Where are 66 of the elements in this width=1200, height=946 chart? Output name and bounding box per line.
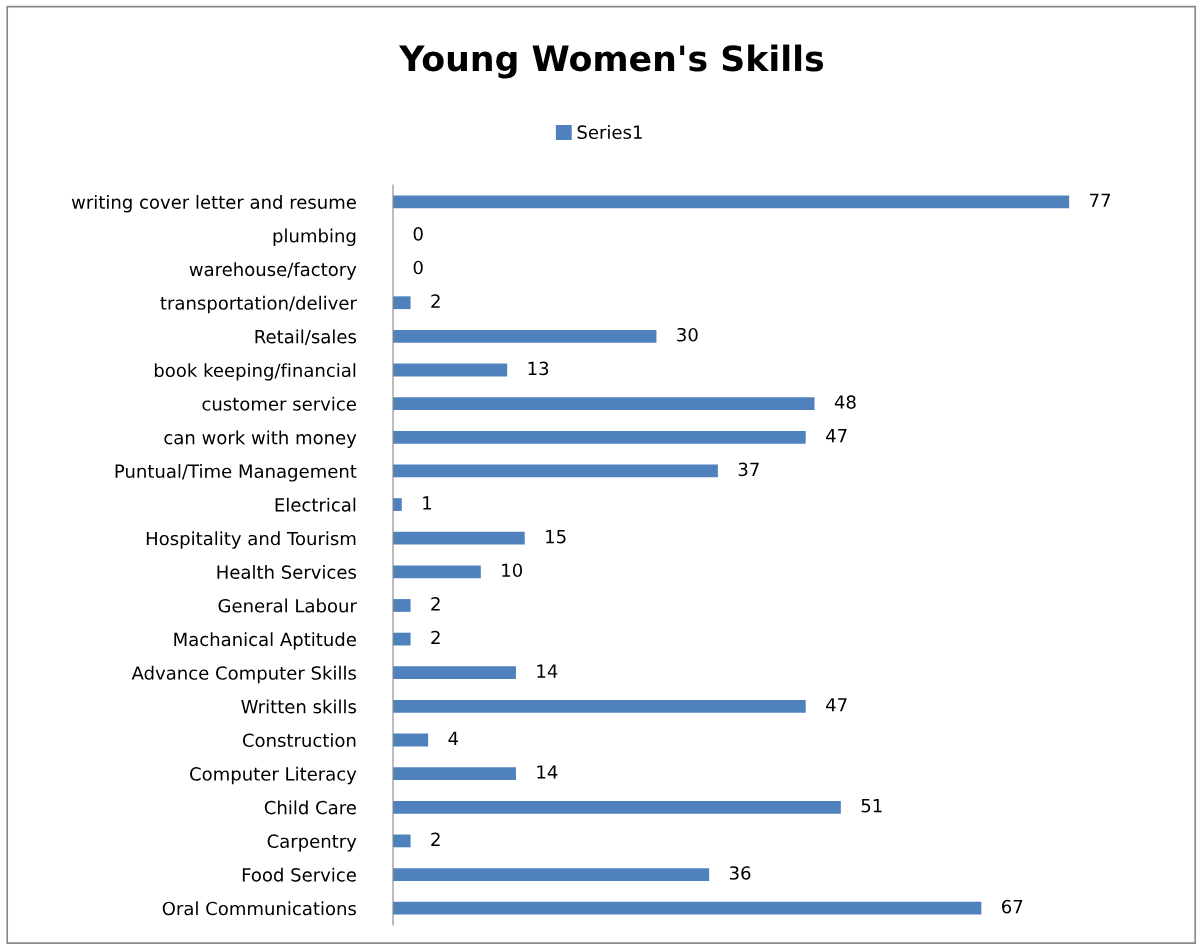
y-tick-label: book keeping/financial: [154, 363, 356, 381]
y-tick-label: Food Service: [242, 867, 356, 882]
bar: [393, 632, 411, 646]
y-tick-label: can work with money: [164, 430, 357, 448]
data-label: 10: [502, 563, 523, 578]
data-label: 0: [413, 227, 423, 241]
data-label: 51: [861, 799, 882, 813]
bar: [393, 666, 516, 680]
bar: [393, 599, 411, 612]
y-tick-label: Advance Computer Skills: [131, 665, 357, 684]
data-label: 47: [826, 698, 847, 712]
bar: [393, 464, 718, 478]
data-label: 15: [546, 530, 566, 544]
legend-label: Series1: [577, 125, 642, 140]
bar: [393, 397, 815, 411]
bar: [393, 901, 982, 915]
data-label: 13: [528, 361, 549, 376]
chart-title: Young Women's Skills: [398, 44, 824, 79]
data-label: 48: [834, 395, 856, 409]
y-tick-label: customer service: [202, 396, 356, 411]
bar: [393, 699, 806, 713]
y-tick-label: Retail/sales: [255, 329, 357, 345]
y-tick-label: Oral Communications: [162, 901, 357, 916]
data-label: 67: [1002, 899, 1023, 914]
data-label: 36: [729, 866, 751, 880]
y-tick-label: Puntual/Time Management: [115, 464, 357, 482]
y-tick-label: Written skills: [241, 699, 357, 714]
y-tick-label: Construction: [242, 733, 356, 748]
bar: [393, 329, 657, 343]
data-label: 37: [738, 462, 759, 477]
data-label: 2: [431, 597, 440, 611]
bar: [393, 195, 1070, 209]
data-label: 2: [431, 832, 440, 846]
y-tick-label: Computer Literacy: [190, 766, 357, 785]
bar: [393, 531, 525, 545]
data-label: 77: [1090, 193, 1111, 207]
y-tick-label: General Labour: [218, 598, 357, 613]
y-tick-label: transportation/deliver: [160, 295, 357, 314]
bar: [393, 767, 516, 781]
data-label: 4: [448, 731, 459, 745]
y-tick-label: Hospitality and Tourism: [146, 531, 356, 549]
bar: [393, 430, 806, 444]
data-label: 2: [431, 294, 440, 308]
y-tick-label: warehouse/factory: [189, 262, 357, 280]
y-tick-label: plumbing: [273, 228, 356, 247]
data-label: 47: [826, 429, 847, 443]
data-label: 14: [537, 664, 558, 678]
data-label: 14: [537, 765, 558, 779]
bar: [393, 800, 841, 814]
y-tick-label: Health Services: [217, 564, 356, 579]
bar: [393, 363, 508, 377]
bar: [393, 868, 710, 881]
bar: [393, 296, 411, 310]
y-tick-label: Carpentry: [267, 834, 357, 852]
bar: [393, 565, 481, 579]
y-tick-label: Child Care: [264, 800, 356, 815]
y-tick-label: Machanical Aptitude: [174, 632, 356, 650]
data-label: 30: [677, 327, 698, 342]
data-label: 0: [413, 260, 423, 275]
bar: [393, 498, 402, 511]
y-tick-label: Electrical: [275, 497, 356, 512]
bar: [393, 834, 411, 848]
data-label: 2: [431, 630, 440, 645]
data-label: 1: [423, 496, 432, 510]
y-tick-label: writing cover letter and resume: [71, 194, 356, 213]
bar: [393, 733, 429, 747]
